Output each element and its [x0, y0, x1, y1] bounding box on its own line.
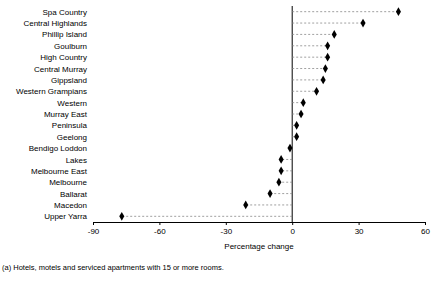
category-label: Gippsland [51, 76, 87, 85]
dot [287, 144, 292, 153]
x-axis: -90 -60 -30 0 30 60 [88, 222, 431, 236]
x-tick: 30 [355, 222, 364, 236]
category-tick: Melbourne East [31, 167, 88, 176]
category-tick: Goulburn [54, 42, 87, 51]
dot [325, 53, 330, 62]
category-label: Macedon [54, 201, 87, 210]
stem [292, 91, 316, 92]
footnote: (a) Hotels, motels and serviced apartmen… [2, 263, 224, 272]
dot [294, 132, 299, 141]
category-label: Phillip Island [42, 30, 87, 39]
x-tick-label: 0 [290, 227, 295, 236]
category-label: Spa Country [43, 8, 87, 17]
category-label: Bendigo Loddon [29, 144, 87, 153]
dot [294, 121, 299, 130]
dot [243, 201, 248, 210]
category-label: Melbourne East [31, 167, 88, 176]
x-tick: 60 [421, 222, 430, 236]
marks [119, 7, 401, 220]
dot [279, 155, 284, 164]
x-tick-mark [159, 222, 160, 225]
category-label: Peninsula [52, 121, 88, 130]
stem [292, 11, 398, 12]
x-tick: -60 [154, 222, 166, 236]
category-label: Geelong [57, 133, 87, 142]
category-tick: Geelong [57, 133, 87, 142]
category-tick: Murray East [44, 110, 88, 119]
stem [270, 193, 292, 194]
stem [292, 68, 325, 69]
stem [292, 45, 327, 46]
category-tick: Melbourne [49, 178, 87, 187]
dot [361, 19, 366, 28]
stem [292, 79, 323, 80]
dot [301, 98, 306, 107]
category-tick: Ballarat [60, 190, 88, 199]
dot [396, 7, 401, 16]
category-label: Lakes [66, 156, 87, 165]
category-label: Western Grampians [16, 87, 87, 96]
category-tick: Macedon [54, 201, 87, 210]
x-tick-label: -60 [154, 227, 166, 236]
x-tick: -30 [221, 222, 233, 236]
category-tick: Western Grampians [16, 87, 87, 96]
category-label: Melbourne [49, 178, 87, 187]
category-axis: Spa Country Central Highlands Phillip Isla… [16, 8, 88, 222]
dot [279, 166, 284, 175]
dot [323, 64, 328, 73]
stem [292, 57, 327, 58]
dot [276, 178, 281, 187]
dot [119, 212, 124, 221]
x-tick: -90 [88, 222, 100, 236]
category-label: Central Highlands [23, 19, 87, 28]
x-tick-label: -90 [88, 227, 100, 236]
x-tick-label: 60 [421, 227, 430, 236]
category-tick: High Country [40, 53, 87, 62]
x-tick: 0 [290, 222, 295, 236]
dot [314, 87, 319, 96]
category-tick: Central Highlands [23, 19, 87, 28]
category-label: Goulburn [54, 42, 87, 51]
category-tick: Bendigo Loddon [29, 144, 87, 153]
x-axis-title: Percentage change [224, 242, 294, 251]
category-tick: Phillip Island [42, 30, 87, 39]
dot [325, 41, 330, 50]
x-tick-mark [226, 222, 227, 225]
stem [122, 216, 292, 217]
dot [332, 30, 337, 39]
x-tick-label: 30 [355, 227, 364, 236]
category-tick: Gippsland [51, 76, 87, 85]
stem [292, 23, 363, 24]
dot [321, 76, 326, 85]
category-tick: Lakes [66, 156, 87, 165]
category-label: Western [57, 99, 87, 108]
category-tick: Central Murray [34, 65, 87, 74]
x-axis-line [94, 223, 426, 226]
category-label: Upper Yarra [44, 212, 87, 221]
category-tick: Western [57, 99, 87, 108]
chart: Spa Country Central Highlands Phillip Isla… [0, 0, 435, 283]
category-tick: Peninsula [52, 121, 88, 130]
category-label: Murray East [44, 110, 88, 119]
x-tick-mark [93, 222, 94, 225]
category-label: Ballarat [60, 190, 88, 199]
stem [292, 34, 334, 35]
x-tick-label: -30 [221, 227, 233, 236]
x-tick-mark [425, 222, 426, 225]
x-tick-mark [292, 222, 293, 225]
category-label: Central Murray [34, 65, 87, 74]
category-tick: Upper Yarra [44, 212, 87, 221]
category-tick: Spa Country [43, 8, 87, 17]
dot [268, 189, 273, 198]
category-label: High Country [40, 53, 87, 62]
stem [246, 204, 292, 205]
dot [299, 110, 304, 119]
x-tick-mark [359, 222, 360, 225]
